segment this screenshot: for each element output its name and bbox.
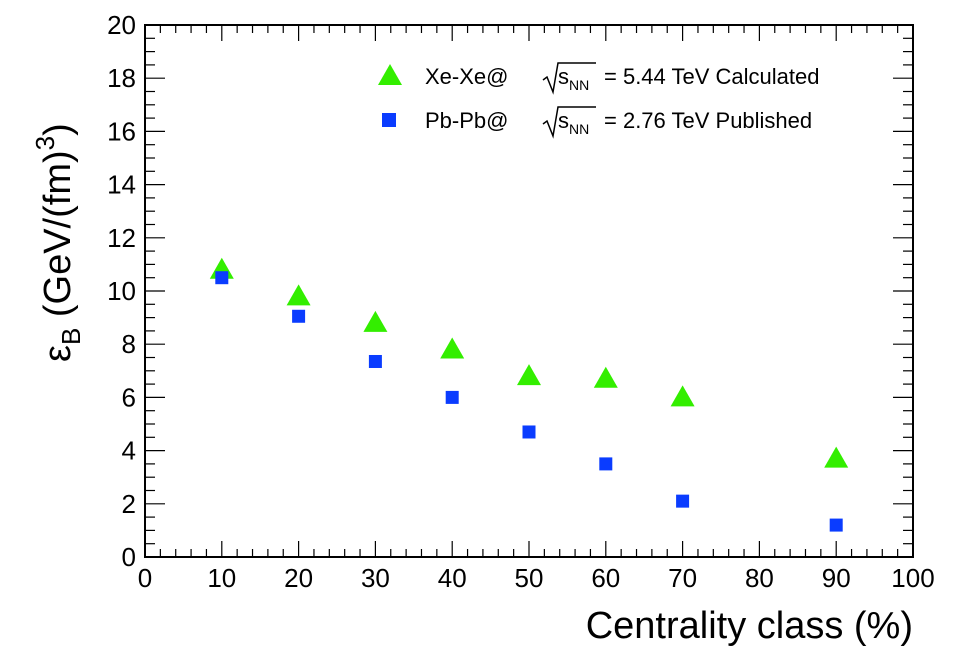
data-points-layer — [209, 257, 849, 532]
data-point-pbpb — [676, 494, 690, 508]
y-axis-unit: (GeV/(fm) — [37, 150, 79, 327]
ticks-layer — [144, 24, 914, 558]
y-axis-unit-close: ) — [37, 123, 79, 136]
data-point-xexe — [440, 337, 465, 359]
legend-label-xexe-suffix: = 5.44 TeV Calculated — [604, 64, 819, 89]
data-point-pbpb — [292, 309, 306, 323]
y-tick-label: 4 — [122, 436, 136, 466]
y-tick-label: 2 — [122, 489, 136, 519]
legend-label-xexe-prefix: Xe-Xe@ — [425, 64, 508, 89]
x-tick-label: 10 — [207, 563, 236, 593]
y-tick-label: 6 — [122, 382, 136, 412]
x-tick-label: 70 — [668, 563, 697, 593]
legend: Xe-Xe@ sNN = 5.44 TeV Calculated Pb-Pb@ … — [378, 62, 819, 139]
y-axis-symbol: ε — [37, 345, 79, 362]
data-point-pbpb — [522, 425, 536, 439]
data-point-xexe — [517, 364, 541, 386]
data-point-pbpb — [368, 354, 382, 368]
y-tick-label: 16 — [107, 116, 136, 146]
y-tick-label: 20 — [107, 10, 136, 40]
y-axis-symbol-subscript: B — [56, 328, 86, 345]
y-tick-label: 10 — [107, 276, 136, 306]
legend-marker-xexe — [378, 64, 402, 85]
y-tick-label: 18 — [107, 63, 136, 93]
sqrt-symbol — [542, 106, 596, 139]
data-point-xexe — [593, 366, 618, 388]
data-point-pbpb — [829, 518, 843, 532]
data-point-xexe — [363, 310, 388, 332]
data-point-xexe — [670, 385, 695, 407]
x-axis-title: Centrality class (%) — [586, 605, 913, 647]
legend-marker-pbpb — [382, 113, 396, 127]
x-tick-label: 50 — [515, 563, 544, 593]
tick-labels-layer: 0 10 20 30 40 50 60 70 80 90 100 0 2 4 6 8 10 12 14 16 18 20 — [107, 10, 935, 593]
data-point-pbpb — [215, 271, 229, 285]
x-tick-label: 90 — [822, 563, 851, 593]
data-point-pbpb — [445, 390, 459, 404]
y-axis-unit-superscript: 3 — [30, 136, 60, 150]
x-tick-label: 100 — [891, 563, 934, 593]
y-tick-label: 8 — [122, 329, 136, 359]
data-point-xexe — [286, 284, 311, 306]
legend-label-xexe-formula: sNN — [558, 64, 589, 93]
x-tick-label: 40 — [438, 563, 467, 593]
x-tick-label: 20 — [284, 563, 313, 593]
legend-label-pbpb-prefix: Pb-Pb@ — [425, 108, 508, 133]
y-tick-label: 14 — [107, 170, 136, 200]
data-point-xexe — [824, 446, 849, 468]
legend-label-pbpb-formula: sNN — [558, 108, 589, 137]
legend-label-pbpb-suffix: = 2.76 TeV Published — [604, 108, 812, 133]
x-tick-label: 0 — [138, 563, 152, 593]
y-tick-label: 0 — [122, 542, 136, 572]
y-tick-label: 12 — [107, 223, 136, 253]
data-point-pbpb — [599, 457, 613, 471]
x-tick-label: 30 — [361, 563, 390, 593]
y-axis-title: εB (GeV/(fm)3) — [30, 123, 86, 362]
plot-frame — [144, 24, 914, 558]
sqrt-symbol — [542, 62, 596, 95]
x-tick-label: 60 — [591, 563, 620, 593]
x-tick-label: 80 — [745, 563, 774, 593]
